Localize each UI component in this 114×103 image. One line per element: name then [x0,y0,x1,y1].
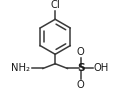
Text: NH₂: NH₂ [11,63,29,73]
Text: Cl: Cl [50,0,60,10]
Text: S: S [76,63,84,73]
Text: OH: OH [92,63,107,73]
Text: O: O [76,80,84,90]
Text: O: O [76,47,84,57]
